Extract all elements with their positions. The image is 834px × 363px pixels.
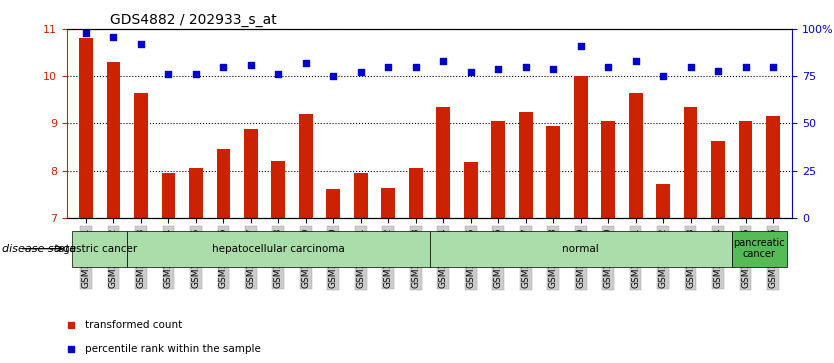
Bar bbox=[684, 107, 697, 218]
Bar bbox=[326, 188, 340, 218]
Text: gastric cancer: gastric cancer bbox=[63, 244, 137, 254]
Point bbox=[189, 72, 203, 77]
Point bbox=[217, 64, 230, 70]
Bar bbox=[217, 150, 230, 218]
Bar bbox=[574, 76, 587, 218]
Bar bbox=[189, 168, 203, 218]
Bar bbox=[409, 168, 423, 218]
Bar bbox=[519, 111, 533, 218]
Point bbox=[574, 43, 587, 49]
Bar bbox=[162, 173, 175, 218]
Point bbox=[711, 68, 725, 73]
Point bbox=[134, 41, 148, 47]
Point bbox=[656, 73, 670, 79]
Bar bbox=[629, 93, 642, 218]
Bar bbox=[107, 62, 120, 218]
Bar bbox=[134, 93, 148, 218]
Point bbox=[491, 66, 505, 72]
Point bbox=[162, 72, 175, 77]
Point bbox=[601, 64, 615, 70]
Point bbox=[519, 64, 532, 70]
Point bbox=[79, 30, 93, 36]
Bar bbox=[739, 121, 752, 218]
Point bbox=[299, 60, 313, 66]
Bar bbox=[491, 121, 505, 218]
Bar bbox=[79, 38, 93, 218]
Text: hepatocellular carcinoma: hepatocellular carcinoma bbox=[212, 244, 344, 254]
Point bbox=[766, 64, 780, 70]
Point bbox=[244, 62, 258, 68]
Bar bbox=[244, 129, 258, 218]
Bar bbox=[656, 184, 670, 218]
Bar bbox=[711, 141, 725, 218]
Point bbox=[354, 70, 368, 76]
Bar bbox=[430, 231, 732, 267]
Point bbox=[684, 64, 697, 70]
Bar bbox=[464, 162, 478, 218]
Point bbox=[327, 73, 340, 79]
Bar bbox=[73, 231, 127, 267]
Bar bbox=[381, 188, 395, 218]
Bar bbox=[354, 173, 368, 218]
Bar bbox=[127, 231, 430, 267]
Point bbox=[629, 58, 642, 64]
Bar bbox=[601, 121, 615, 218]
Text: normal: normal bbox=[562, 244, 599, 254]
Bar bbox=[272, 161, 285, 218]
Point bbox=[739, 64, 752, 70]
Point bbox=[382, 64, 395, 70]
Point bbox=[464, 70, 477, 76]
Bar bbox=[546, 126, 560, 218]
Point bbox=[272, 72, 285, 77]
Bar bbox=[299, 114, 313, 218]
Bar bbox=[766, 116, 780, 218]
Text: disease state: disease state bbox=[2, 244, 76, 254]
Point bbox=[546, 66, 560, 72]
Point bbox=[409, 64, 423, 70]
Point bbox=[436, 58, 450, 64]
Text: percentile rank within the sample: percentile rank within the sample bbox=[85, 344, 260, 354]
Text: GDS4882 / 202933_s_at: GDS4882 / 202933_s_at bbox=[110, 13, 277, 26]
Bar bbox=[732, 231, 786, 267]
Bar bbox=[436, 107, 450, 218]
Point bbox=[107, 34, 120, 40]
Text: pancreatic
cancer: pancreatic cancer bbox=[734, 238, 785, 260]
Text: transformed count: transformed count bbox=[85, 321, 182, 330]
